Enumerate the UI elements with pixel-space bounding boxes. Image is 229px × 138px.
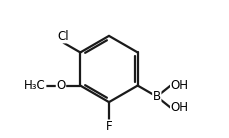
Text: F: F — [106, 120, 112, 133]
Text: OH: OH — [171, 79, 189, 92]
Text: Cl: Cl — [58, 30, 69, 43]
Text: H₃C: H₃C — [24, 79, 46, 92]
Text: O: O — [56, 79, 65, 92]
Text: B: B — [153, 90, 161, 103]
Text: OH: OH — [171, 101, 189, 114]
